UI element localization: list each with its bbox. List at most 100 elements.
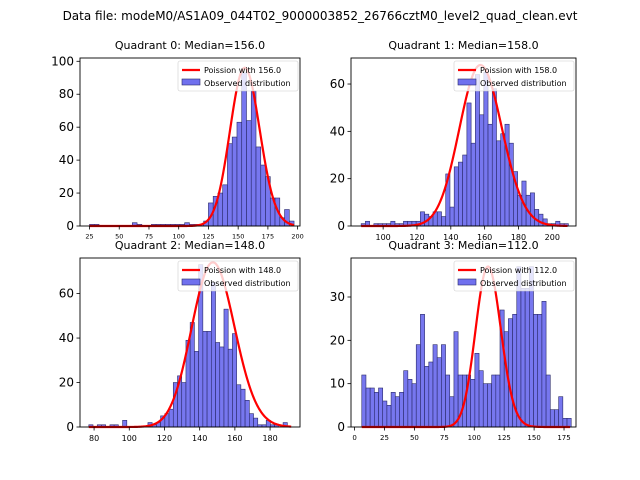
histogram-bar (244, 400, 250, 428)
histogram-bar (250, 90, 257, 227)
histogram-bar (479, 114, 485, 227)
legend-frame (177, 60, 299, 92)
x-tick-label: 175 (262, 233, 274, 241)
histogram-bar (466, 102, 472, 227)
x-tick-label: 160 (477, 233, 492, 242)
x-tick-label: 140 (443, 233, 458, 242)
histogram-bar (496, 140, 502, 227)
histogram-bar (210, 282, 216, 428)
legend: Poission with 148.0 Observed distribution (177, 260, 299, 292)
histogram-bar (441, 344, 446, 428)
legend-bar-swatch (457, 78, 477, 86)
histogram-bar (482, 383, 488, 428)
histogram-bar (415, 344, 421, 428)
x-tick-label: 25 (85, 233, 93, 241)
histogram-bar (537, 314, 543, 428)
histogram-bar (533, 314, 539, 428)
y-tick-label: 60 (59, 120, 74, 134)
y-tick-label: 0 (66, 420, 74, 434)
histogram-bar (491, 374, 497, 428)
histogram-bar (382, 400, 388, 428)
y-tick-label: 40 (59, 331, 74, 345)
x-tick-label: 120 (409, 233, 424, 242)
histogram-bar (441, 216, 447, 227)
histogram-bar (202, 331, 208, 428)
legend-label-poisson: Poission with 158.0 (480, 66, 557, 75)
x-tick-label: 75 (145, 233, 153, 241)
legend: Poission with 112.0 Observed distribution (453, 260, 575, 292)
histogram-bar (227, 143, 233, 227)
x-tick-label: 125 (202, 233, 214, 241)
axes-frame (350, 57, 577, 227)
histogram-bar (538, 213, 544, 227)
legend-frame (453, 260, 575, 292)
histogram-bar (495, 374, 501, 428)
legend-label-observed: Observed distribution (480, 279, 567, 288)
y-tick-label: 0 (337, 420, 345, 434)
histogram-bar (236, 384, 242, 428)
x-tick-label: 50 (410, 434, 419, 442)
histogram-bar (194, 351, 199, 428)
histogram-bar (231, 136, 238, 227)
histogram-bar (545, 374, 551, 428)
y-tick-label: 40 (59, 153, 74, 167)
histogram-bar (386, 405, 392, 428)
histogram-bar (508, 318, 513, 428)
y-tick-label: 60 (59, 287, 74, 301)
y-tick-label: 20 (59, 186, 74, 200)
legend-label-observed: Observed distribution (204, 79, 291, 88)
y-tick-label: 80 (59, 87, 74, 101)
subplot-title: Quadrant 1: Median=158.0 (388, 39, 538, 52)
histogram-bar (407, 379, 413, 428)
histogram-bar (246, 120, 252, 227)
histogram-bar (260, 164, 266, 227)
histogram-bar (458, 161, 463, 227)
histogram-bar (474, 353, 480, 428)
histogram-bar (240, 388, 246, 428)
axes-frame (79, 57, 301, 227)
subplot-quadrant-3: Quadrant 3: Median=112.0 0 10 20 30 0 25 50 75 10… (330, 239, 577, 442)
histogram-bar (449, 206, 455, 227)
legend-label-poisson: Poission with 148.0 (204, 266, 281, 275)
histogram-bar (470, 379, 476, 428)
histogram-bar (424, 366, 430, 428)
legend-bar-swatch (181, 278, 201, 286)
histogram-bar (255, 146, 262, 227)
histogram-bar (374, 392, 379, 428)
legend: Poission with 158.0 Observed distribution (453, 60, 575, 92)
y-tick-label: 20 (330, 172, 345, 186)
legend-bar-swatch (181, 78, 201, 86)
legend-label-poisson: Poission with 112.0 (480, 266, 557, 275)
histogram-bar (453, 166, 459, 227)
x-tick-label: 80 (89, 434, 99, 443)
histogram-bar (428, 361, 434, 428)
x-tick-label: 50 (115, 233, 123, 241)
x-tick-label: 150 (232, 233, 244, 241)
x-tick-label: 100 (376, 233, 391, 242)
y-tick-label: 0 (337, 219, 345, 233)
histogram-bar (219, 346, 225, 428)
y-tick-label: 100 (51, 54, 74, 68)
histogram-bar (508, 142, 514, 227)
subplot-quadrant-2: Quadrant 2: Median=148.0 0 20 40 60 80 100 120 1… (59, 239, 301, 443)
histogram-bar (181, 382, 187, 428)
x-tick-label: 200 (545, 233, 560, 242)
histogram-bar (232, 333, 237, 428)
histogram-bar (223, 308, 229, 428)
histogram-bar (449, 396, 455, 428)
legend: Poission with 156.0 Observed distribution (177, 60, 299, 92)
x-tick-label: 180 (511, 233, 526, 242)
histogram-bar (541, 301, 547, 428)
legend-label-poisson: Poission with 156.0 (204, 66, 281, 75)
histogram-bar (566, 418, 572, 428)
histogram-bar (403, 370, 409, 428)
histogram-bar (378, 387, 384, 428)
histogram-bar (520, 288, 526, 428)
legend-label-observed: Observed distribution (480, 79, 567, 88)
y-tick-label: 20 (59, 376, 74, 390)
legend-frame (453, 60, 575, 92)
histogram-bar (549, 409, 555, 428)
histogram-bar (487, 123, 493, 227)
figure-suptitle: Data file: modeM0/AS1A09_044T02_90000038… (62, 9, 578, 23)
